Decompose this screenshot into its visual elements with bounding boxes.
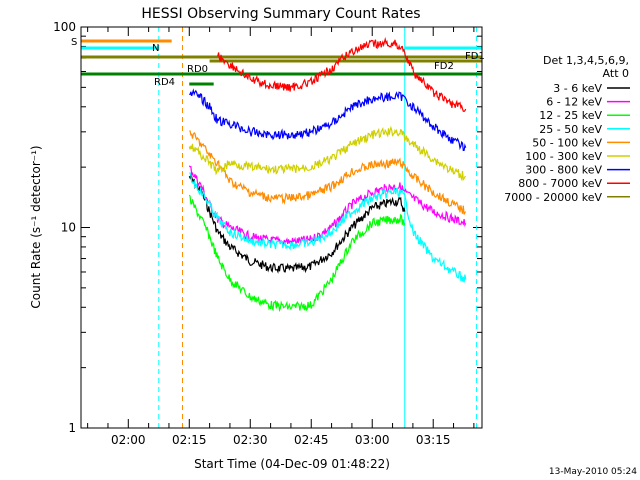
series-line [189, 172, 467, 283]
series-line [188, 194, 406, 313]
band-label: FD1 [465, 51, 485, 62]
y-tick-label: 10 [61, 221, 76, 235]
x-tick-label: 03:15 [416, 433, 451, 447]
series-line [188, 125, 467, 182]
legend-label: 800 - 7000 keV [518, 177, 602, 190]
x-axis-label: Start Time (04-Dec-09 01:48:22) [194, 457, 390, 471]
band-label: FD2 [434, 61, 454, 72]
band-labels: S N FD1 FD2 RD0 RD4 [71, 37, 485, 88]
x-tick-label: 02:00 [111, 433, 146, 447]
legend-label: 50 - 100 keV [532, 136, 602, 149]
legend-label: 100 - 300 keV [525, 150, 602, 163]
x-axis-ticks: 02:00 02:15 02:30 02:45 03:00 03:15 [87, 27, 475, 447]
x-tick-label: 02:30 [233, 433, 268, 447]
band-label: N [152, 43, 159, 54]
status-bands [81, 39, 482, 86]
series-line [188, 88, 467, 152]
legend-label: 3 - 6 keV [553, 82, 602, 95]
legend-header-line-1: Det 1,3,4,5,6,9, [543, 54, 629, 67]
band-label: RD0 [187, 64, 208, 75]
vertical-markers [158, 27, 478, 428]
x-tick-label: 03:00 [355, 433, 390, 447]
y-axis-ticks: 1 10 100 [53, 20, 482, 435]
plot-frame [80, 26, 483, 429]
series-line [188, 173, 406, 274]
date-stamp: 13-May-2010 05:24 [549, 467, 637, 477]
legend-label: 7000 - 20000 keV [504, 191, 602, 204]
x-tick-label: 02:15 [172, 433, 207, 447]
legend-label: 6 - 12 keV [546, 96, 602, 109]
data-series [188, 36, 467, 313]
y-axis-label: Count Rate (s⁻¹ detector⁻¹) [29, 145, 43, 308]
legend-label: 300 - 800 keV [525, 164, 602, 177]
legend-header-line-2: Att 0 [603, 67, 629, 80]
x-tick-label: 02:45 [294, 433, 329, 447]
chart-title: HESSI Observing Summary Count Rates [141, 6, 420, 22]
series-line [217, 36, 467, 113]
y-tick-label: 100 [53, 20, 76, 34]
series-line [189, 130, 467, 215]
y-tick-label: 1 [68, 421, 76, 435]
legend-label: 12 - 25 keV [539, 109, 602, 122]
band-label: RD4 [154, 77, 175, 88]
band-label: S [71, 37, 77, 48]
legend-label: 25 - 50 keV [539, 123, 602, 136]
